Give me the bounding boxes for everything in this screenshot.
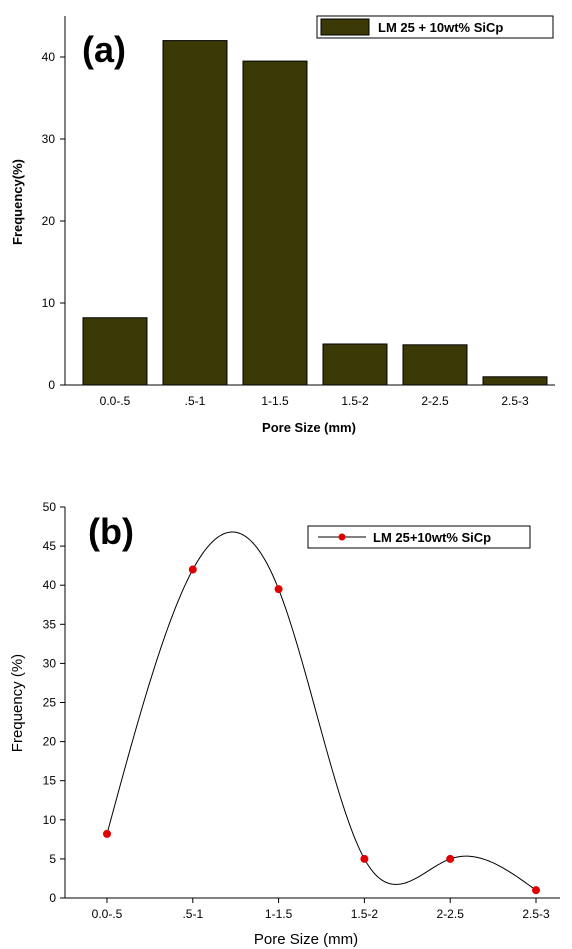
panel-label-b: (b) — [88, 511, 134, 552]
axes-a — [64, 16, 555, 386]
x-tick-label-a: 0.0-.5 — [100, 394, 131, 408]
y-tick-label-b: 10 — [43, 813, 57, 827]
x-tick-label-a: 2.5-3 — [501, 394, 529, 408]
x-axis-label-a: Pore Size (mm) — [262, 420, 356, 435]
y-tick-label-a: 10 — [42, 296, 56, 310]
data-point — [103, 829, 111, 838]
y-ticks-b: 0 5 10 15 20 25 30 35 40 45 50 — [43, 500, 65, 905]
chart-b: (b) 0 5 10 15 20 25 30 35 40 45 50 0.0-.5 .5-1 1-1.5… — [9, 500, 560, 948]
y-tick-label-b: 15 — [43, 774, 57, 788]
data-point — [188, 565, 197, 574]
y-tick-label-b: 20 — [43, 735, 57, 749]
bar — [162, 40, 228, 386]
y-tick-label-b: 0 — [49, 891, 56, 905]
series-line-b — [106, 531, 537, 891]
y-axis-label-b: Frequency (%) — [9, 654, 26, 752]
bar — [242, 60, 308, 386]
axes-b — [64, 507, 560, 899]
x-axis-label-b: Pore Size (mm) — [254, 931, 358, 948]
x-tick-label-b: 2-2.5 — [437, 907, 465, 921]
data-point — [446, 854, 455, 863]
y-tick-label-b: 5 — [49, 852, 56, 866]
y-axis-label-a: Frequency(%) — [10, 159, 25, 245]
x-ticks-a: 0.0-.5 .5-1 1-1.5 1.5-2 2-2.5 2.5-3 — [100, 394, 529, 408]
bars-a — [82, 40, 548, 386]
x-tick-label-b: .5-1 — [182, 907, 203, 921]
data-point — [274, 585, 283, 594]
y-tick-label-b: 50 — [43, 500, 57, 514]
y-tick-label-a: 40 — [42, 50, 56, 64]
bar — [482, 376, 548, 386]
x-tick-label-a: .5-1 — [185, 394, 206, 408]
chart-a: (a) 0 10 20 30 40 0.0-.5 .5-1 1-1.5 1.5-2 2-2.5 2… — [10, 15, 555, 435]
y-ticks-a: 0 10 20 30 40 — [42, 50, 65, 392]
x-ticks-b: 0.0-.5 .5-1 1-1.5 1.5-2 2-2.5 2.5-3 — [92, 898, 550, 921]
legend-label-a: LM 25 + 10wt% SiCp — [378, 20, 503, 35]
legend-b: LM 25+10wt% SiCp — [307, 525, 531, 549]
x-tick-label-a: 1-1.5 — [261, 394, 289, 408]
legend-a: LM 25 + 10wt% SiCp — [316, 15, 554, 39]
x-tick-label-b: 1.5-2 — [351, 907, 379, 921]
x-tick-label-a: 1.5-2 — [341, 394, 369, 408]
x-tick-label-b: 1-1.5 — [265, 907, 293, 921]
y-tick-label-b: 40 — [43, 578, 57, 592]
x-tick-label-b: 2.5-3 — [522, 907, 550, 921]
y-tick-label-b: 35 — [43, 617, 57, 631]
y-tick-label-a: 30 — [42, 132, 56, 146]
y-tick-label-a: 20 — [42, 214, 56, 228]
legend-box-b — [307, 525, 531, 549]
legend-marker-b — [338, 533, 346, 541]
x-tick-label-a: 2-2.5 — [421, 394, 449, 408]
y-tick-label-a: 0 — [48, 378, 55, 392]
y-tick-label-b: 45 — [43, 539, 57, 553]
data-point — [360, 854, 369, 863]
legend-label-b: LM 25+10wt% SiCp — [373, 530, 491, 545]
legend-box-a — [316, 15, 554, 39]
bar — [402, 344, 468, 386]
bar — [82, 317, 148, 386]
x-tick-label-b: 0.0-.5 — [92, 907, 123, 921]
bar — [322, 343, 388, 386]
panel-label-a: (a) — [82, 29, 126, 70]
data-point — [532, 886, 540, 895]
points-b — [103, 565, 540, 895]
legend-swatch-a — [320, 18, 370, 36]
y-tick-label-b: 25 — [43, 696, 57, 710]
y-tick-label-b: 30 — [43, 656, 57, 670]
